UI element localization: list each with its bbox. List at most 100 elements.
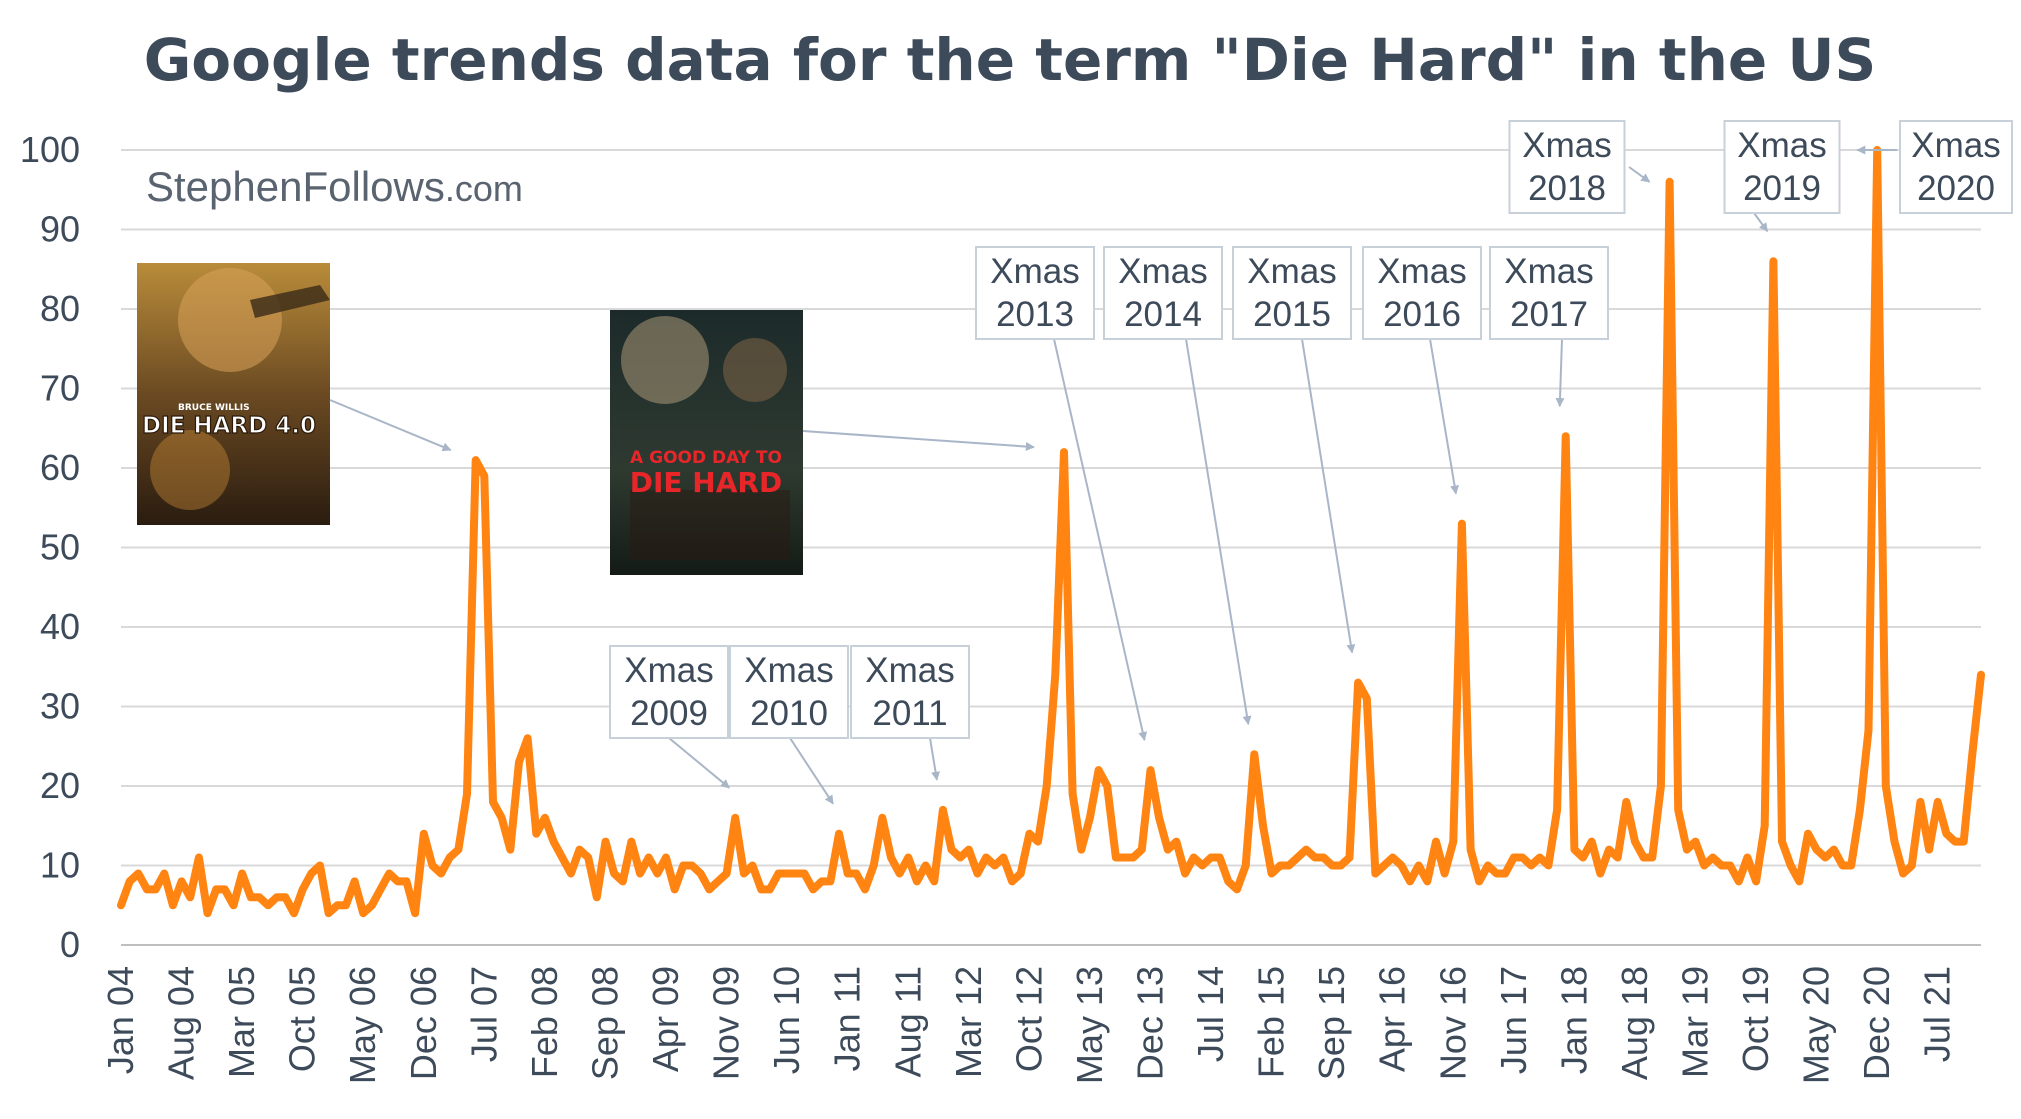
y-tick-label: 100 [20,129,80,170]
annotation-arrow [1555,338,1565,408]
annotation-box: Xmas 2009 [609,645,729,739]
x-tick-label: Aug 04 [161,966,202,1080]
poster-good-day-to-die-hard: A GOOD DAY TO DIE HARD [610,310,803,575]
annotation-label: 2018 [1528,169,1606,208]
x-tick-label: Jun 10 [766,966,807,1074]
annotation-label: Xmas [744,651,833,690]
annotation-arrow [1185,338,1252,726]
x-tick-label: May 06 [342,966,383,1084]
annotation-arrow [929,737,940,781]
annotation-label: 2020 [1917,169,1995,208]
x-tick-label: Mar 19 [1675,966,1716,1078]
y-tick-label: 60 [40,447,80,488]
x-tick-label: Jul 07 [463,966,504,1062]
x-tick-label: Jan 18 [1553,966,1594,1074]
x-tick-label: Oct 12 [1008,966,1049,1072]
x-tick-label: Aug 11 [887,966,928,1077]
annotation-label: 2013 [996,295,1074,334]
watermark: StephenFollows.com [146,163,523,210]
poster-2-title-line1: A GOOD DAY TO [630,448,782,468]
x-tick-label: Feb 15 [1251,966,1292,1078]
annotation-arrows [329,145,1897,805]
annotation-box: Xmas 2015 [1232,246,1352,340]
annotation-label: 2011 [872,694,947,733]
x-tick-label: Jan 11 [827,966,868,1071]
annotation-label: Xmas [1522,126,1611,165]
annotation-arrow [1753,212,1769,233]
annotation-box: Xmas 2014 [1103,246,1223,340]
annotation-arrow [668,737,730,789]
x-axis: Jan 04 Aug 04 Mar 05 Oct 05 May 06 Dec 06 Jul … [100,966,1958,1084]
watermark-suffix: .com [445,168,523,209]
annotation-label: 2019 [1743,169,1821,208]
x-tick-label: Jun 17 [1493,966,1534,1074]
annotation-label: Xmas [624,651,713,690]
annotation-box: Xmas 2018 [1508,120,1626,214]
y-tick-label: 0 [60,924,80,965]
x-tick-label: May 20 [1796,966,1837,1084]
y-tick-label: 40 [40,606,80,647]
x-tick-label: Mar 12 [948,966,989,1078]
x-tick-label: Oct 19 [1735,966,1776,1072]
annotation-label: Xmas [1118,252,1207,291]
x-tick-label: Mar 05 [221,966,262,1078]
y-tick-label: 50 [40,527,80,568]
series-line [117,146,1985,918]
poster-1-title: DIE HARD 4.0 [142,413,316,439]
annotation-box: Xmas 2013 [975,246,1095,340]
y-tick-label: 30 [40,686,80,727]
y-tick-label: 80 [40,288,80,329]
annotation-box: Xmas 2016 [1362,246,1482,340]
poster-2-title-line2: DIE HARD [630,466,782,499]
x-tick-label: Jan 04 [100,966,141,1074]
annotation-label: 2015 [1253,295,1331,334]
annotation-label: 2016 [1383,295,1461,334]
poster-1-author: BRUCE WILLIS [178,403,250,413]
x-tick-label: Dec 06 [403,966,444,1080]
annotation-box: Xmas 2011 [850,645,970,739]
annotation-box: Xmas 2019 [1723,120,1841,214]
poster-die-hard-4: BRUCE WILLIS DIE HARD 4.0 [137,263,330,525]
poster-arrow [329,399,452,452]
annotation-label: Xmas [990,252,1079,291]
poster-arrow [802,430,1035,452]
x-tick-label: Sep 15 [1311,966,1352,1080]
x-tick-label: Jul 21 [1917,966,1958,1062]
annotation-label: 2010 [750,694,828,733]
annotations: Xmas 2009 Xmas 2010 Xmas 2011 Xmas 2013 Xmas 2014… [609,120,2013,739]
x-tick-label: Dec 13 [1129,966,1170,1080]
x-tick-label: Nov 16 [1432,966,1473,1080]
x-tick-label: Feb 08 [524,966,565,1078]
watermark-main: StephenFollows [146,163,445,210]
x-tick-label: Apr 16 [1372,966,1413,1072]
annotation-label: Xmas [865,651,954,690]
x-tick-label: Aug 18 [1614,966,1655,1080]
annotation-arrow [1429,338,1460,495]
chart-title: Google trends data for the term "Die Har… [144,26,1877,94]
annotation-arrow [1053,338,1148,741]
annotation-label: Xmas [1377,252,1466,291]
x-tick-label: Nov 09 [706,966,747,1080]
annotation-label: Xmas [1737,126,1826,165]
x-tick-label: Oct 05 [282,966,323,1072]
annotation-label: Xmas [1247,252,1336,291]
annotation-label: Xmas [1504,252,1593,291]
annotation-arrow [789,737,834,805]
x-tick-label: May 13 [1069,966,1110,1084]
x-tick-label: Jul 14 [1190,966,1231,1062]
y-tick-label: 90 [40,209,80,250]
x-tick-label: Sep 08 [584,966,625,1080]
y-tick-label: 70 [40,368,80,409]
annotation-box: Xmas 2010 [729,645,849,739]
annotation-label: 2014 [1124,295,1202,334]
annotation-box: Xmas 2017 [1489,246,1609,340]
annotation-box: Xmas 2020 [1899,120,2013,214]
annotation-label: 2009 [630,694,708,733]
annotation-label: Xmas [1911,126,2000,165]
y-axis: 0 10 20 30 40 50 60 70 80 90 100 [20,129,80,965]
annotation-arrow [1301,338,1356,654]
annotation-label: 2017 [1510,295,1588,334]
x-tick-label: Dec 20 [1856,966,1897,1080]
y-tick-label: 10 [40,845,80,886]
